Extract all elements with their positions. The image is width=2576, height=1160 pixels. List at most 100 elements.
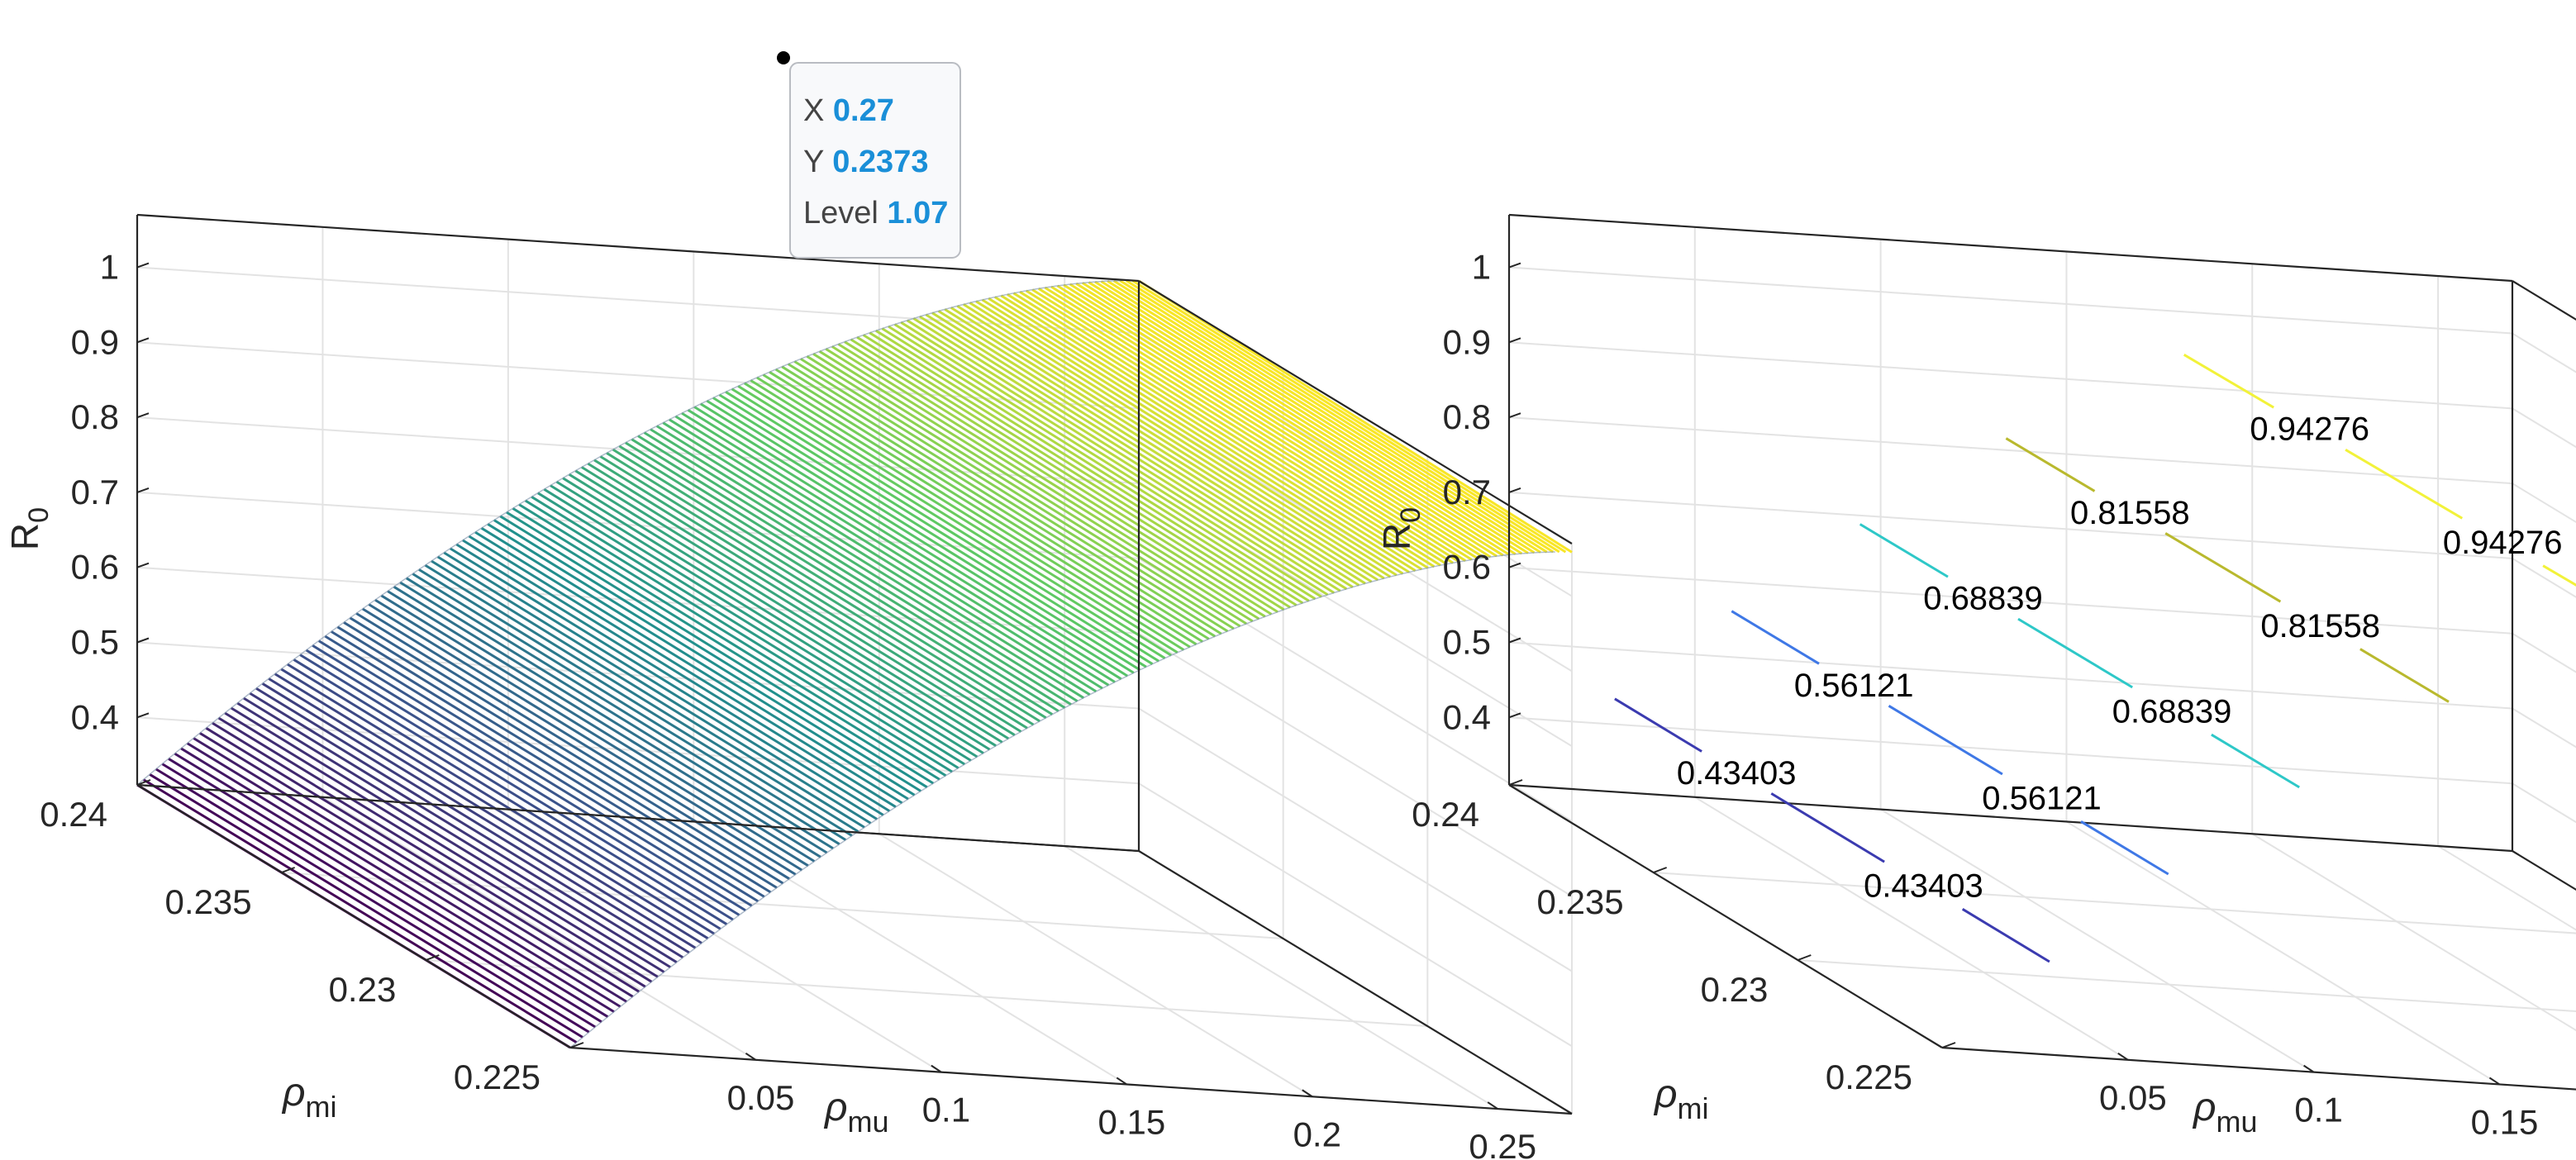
z-tick-label: 0.6 <box>71 548 119 587</box>
surface-mesh-line <box>1088 281 1523 555</box>
back-top-edge <box>1508 213 2513 283</box>
surface-mesh-line <box>243 696 678 963</box>
surface-mesh-line <box>662 421 1098 693</box>
surface-mesh-line <box>543 487 978 758</box>
panel1-x-axis-label: ρmu <box>823 1086 889 1139</box>
x-tick-mark <box>2488 1077 2500 1086</box>
floor-grid-y <box>1797 959 2576 1013</box>
surface-mesh-line <box>349 616 784 885</box>
contour-line <box>2183 354 2274 409</box>
surface-panel: 0.05 0.1 0.15 0.2 0.25 0.225 0.23 0.235 0.24 0.… <box>3 51 1573 1160</box>
surface-mesh-line <box>1069 283 1504 557</box>
back-floor-edge <box>1508 783 2513 853</box>
back-wall-grid-z <box>1508 341 2513 410</box>
surface-mesh-line <box>1094 280 1529 554</box>
surface-mesh-line <box>837 343 1273 616</box>
side-wall-grid-z <box>2512 782 2576 824</box>
floor-grid-x <box>2251 833 2576 1032</box>
surface-mesh-line <box>712 397 1147 668</box>
surface-plot <box>136 279 1573 1049</box>
y-tick-mark <box>425 954 440 961</box>
side-wall-grid-z <box>2512 483 2576 524</box>
back-wall-grid-z <box>1508 566 2513 635</box>
y-tick-mark <box>1941 1042 1956 1048</box>
surface-mesh-line <box>1007 293 1441 567</box>
contour-line <box>1859 523 1949 578</box>
right-floor-edge <box>1138 850 1573 1115</box>
surface-mesh-line <box>455 543 891 812</box>
x-tick-label: 0.1 <box>2294 1091 2342 1129</box>
panel2-axes-box <box>1507 213 2576 1091</box>
surface-mesh-line <box>506 511 940 781</box>
surface-mesh-line <box>142 778 578 1044</box>
surface-mesh-line <box>431 559 865 829</box>
contour-label: 0.56121 <box>1982 781 2102 817</box>
x-tick-label: 0.05 <box>2099 1078 2167 1117</box>
contour-line <box>1888 705 2003 776</box>
surface-mesh-line <box>988 297 1422 571</box>
datatip[interactable]: X 0.27 Y 0.2373 Level 1.07 <box>777 51 961 259</box>
right-floor-edge <box>2512 850 2576 891</box>
surface-mesh-line <box>1112 279 1548 554</box>
surface-mesh-line <box>806 355 1241 628</box>
surface-mesh-line <box>361 607 797 876</box>
surface-mesh-line <box>149 773 583 1039</box>
contour-label: 0.68839 <box>2112 694 2232 730</box>
contour-line <box>2164 532 2282 603</box>
surface-mesh-line <box>493 519 928 789</box>
surface-mesh-line <box>650 428 1084 699</box>
surface-mesh-line <box>762 373 1198 646</box>
surface-mesh-line <box>856 335 1291 609</box>
x-tick-label: 0.2 <box>1293 1115 1341 1153</box>
surface-mesh-line <box>299 654 734 921</box>
surface-mesh-line <box>174 752 609 1018</box>
contour-label: 0.81558 <box>2070 495 2190 531</box>
side-wall-grid-z <box>1138 782 1573 1048</box>
surface-mesh-line <box>681 411 1116 683</box>
surface-mesh-line <box>793 360 1229 633</box>
surface-mesh-line <box>869 331 1304 605</box>
surface-mesh-line <box>994 296 1429 569</box>
surface-mesh-line <box>700 402 1135 674</box>
surface-mesh-line <box>862 334 1298 606</box>
surface-mesh-line <box>643 431 1078 702</box>
datatip-marker[interactable] <box>777 51 790 64</box>
back-wall-grid-z <box>1508 641 2513 710</box>
surface-mesh-line <box>1126 279 1560 554</box>
surface-mesh-line <box>480 526 916 796</box>
surface-edge <box>569 551 1555 1048</box>
floor-grid-x <box>879 833 1313 1098</box>
surface-mesh-line <box>906 319 1341 592</box>
right-top-edge <box>2512 280 2576 321</box>
contour-line <box>1731 610 1820 665</box>
contour-panel: 0.43403 0.43403 0.56121 0.56121 0.68839 0.688… <box>1375 213 2576 1141</box>
y-tick-mark <box>1653 867 1668 873</box>
back-wall-grid-z <box>1508 416 2513 485</box>
y-tick-mark <box>1508 779 1523 786</box>
z-tick-label: 0.6 <box>1443 548 1491 587</box>
back-wall-grid-z <box>1508 716 2513 785</box>
surface-mesh-line <box>825 348 1260 620</box>
surface-mesh-line <box>499 515 935 785</box>
contour-line <box>1614 697 1702 753</box>
surface-mesh-line <box>769 371 1203 643</box>
surface-edge <box>136 279 1122 786</box>
surface-mesh-line <box>550 484 984 754</box>
surface-mesh-line <box>800 358 1235 630</box>
surface-mesh-line <box>1107 279 1541 554</box>
surface-mesh-line <box>255 687 690 954</box>
surface-mesh-line <box>261 682 697 949</box>
x-tick-mark <box>745 1052 756 1061</box>
floor-grid-x <box>1064 845 1498 1110</box>
contour-label: 0.56121 <box>1794 668 1914 704</box>
contour-line <box>1961 908 2050 963</box>
surface-mesh-line <box>937 310 1373 583</box>
surface-mesh-line <box>912 317 1348 591</box>
z-tick-mark <box>1508 412 1521 419</box>
surface-mesh-line <box>224 711 659 978</box>
surface-mesh-line <box>312 644 746 912</box>
surface-mesh-line <box>1119 279 1555 554</box>
surface-mesh-line <box>1000 294 1436 568</box>
surface-mesh-line <box>199 732 634 998</box>
